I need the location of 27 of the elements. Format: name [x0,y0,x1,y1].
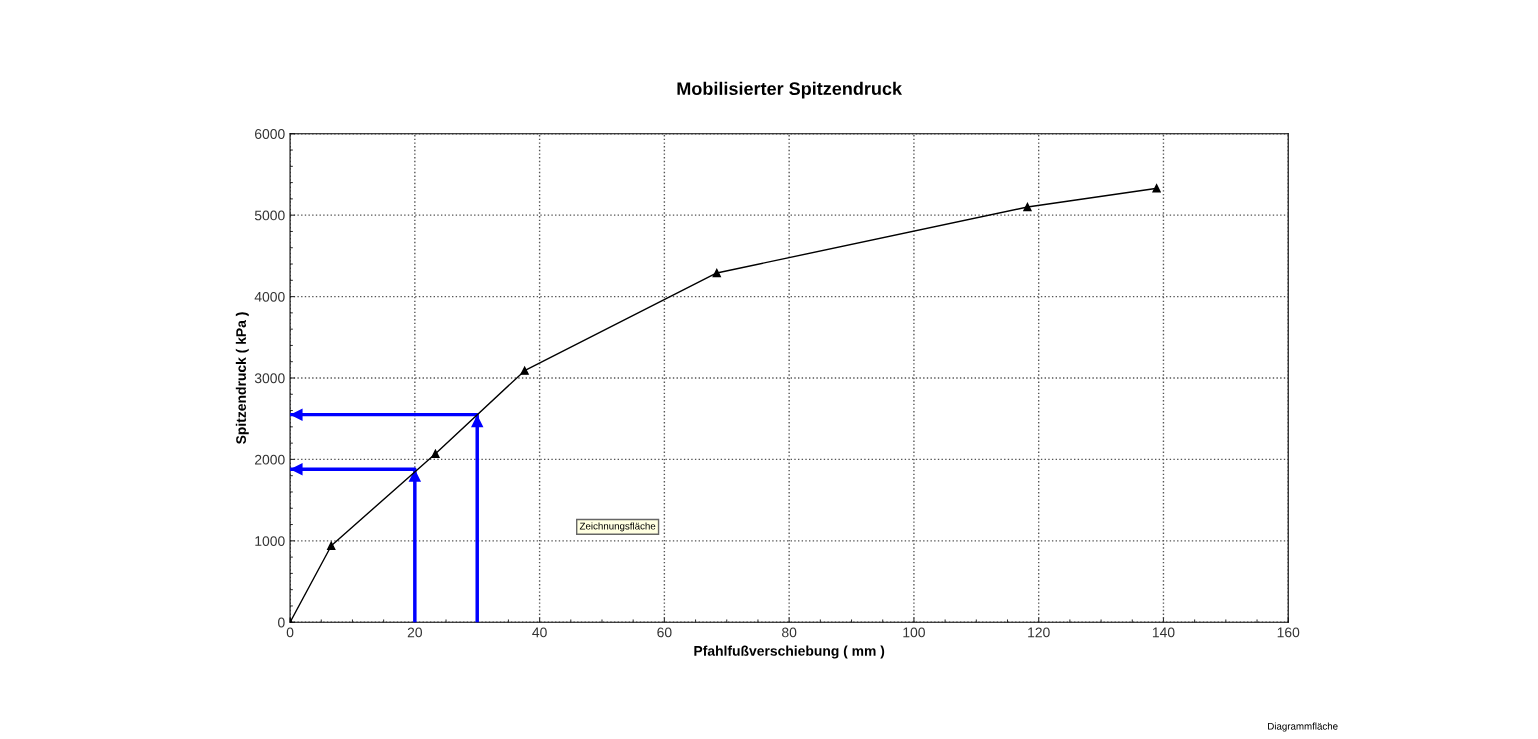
y-tick-label: 0 [278,617,285,628]
x-tick-label: 80 [782,627,797,638]
point [1152,184,1161,193]
point [327,541,336,550]
y-tick-label: 3000 [254,373,285,384]
y-tick-label: 2000 [255,454,285,465]
point [520,366,529,375]
x-axis-title: Pfahlfußverschiebung ( mm ) [694,645,885,659]
x-tick-label: 120 [1028,627,1050,638]
x-tick-label: 100 [903,627,925,638]
point [431,449,440,458]
y-tick-label: 4000 [254,291,285,302]
y-axis-title: Spitzendruck ( kPa ) [235,312,249,444]
chart-title: Mobilisierter Spitzendruck [677,81,903,99]
annotation: Zeichnungsfläche [579,522,656,532]
x-tick-label: 40 [532,627,547,638]
x-tick-label: 140 [1152,627,1175,638]
x-tick-label: 20 [407,627,423,638]
point [1023,202,1032,212]
x-tick-label: 60 [657,627,672,638]
text: Diagrammfläche [1268,722,1338,732]
y-tick-label: 6000 [255,129,285,139]
y-tick-label: 5000 [254,210,285,221]
x-tick-label: 160 [1277,627,1300,638]
x-tick-label: 0 [286,627,294,638]
point [712,268,721,278]
y-tick-label: 1000 [255,536,285,546]
